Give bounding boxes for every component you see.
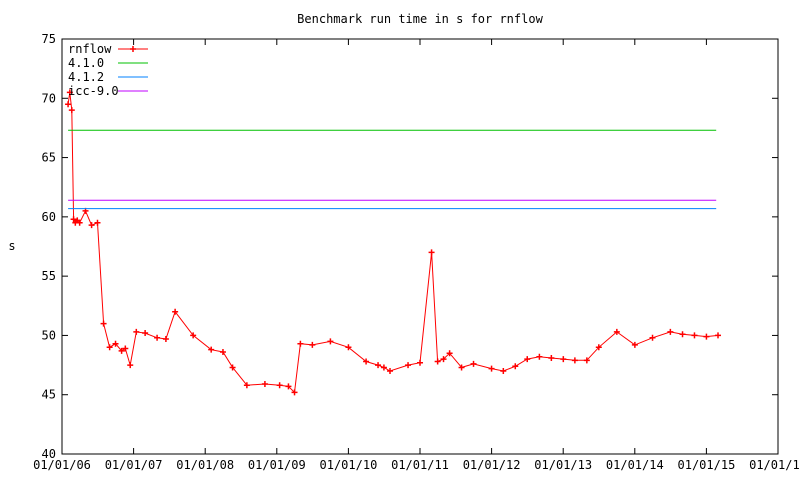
data-point xyxy=(440,356,447,363)
data-point xyxy=(88,222,95,229)
data-point xyxy=(631,341,638,348)
data-point xyxy=(470,360,477,367)
data-point xyxy=(65,101,72,108)
x-tick-label: 01/01/07 xyxy=(105,458,163,472)
x-tick-label: 01/01/11 xyxy=(391,458,449,472)
legend-label-rnflow: rnflow xyxy=(68,42,112,56)
data-point xyxy=(297,340,304,347)
data-point xyxy=(142,330,149,337)
plot-frame xyxy=(61,38,779,455)
x-tick-label: 01/01/14 xyxy=(606,458,664,472)
data-point xyxy=(524,356,531,363)
y-tick-label: 70 xyxy=(42,91,56,105)
data-point xyxy=(583,357,590,364)
y-tick-label: 40 xyxy=(42,447,56,461)
data-point xyxy=(66,89,73,96)
data-point xyxy=(100,320,107,327)
data-point xyxy=(285,383,292,390)
data-point xyxy=(261,381,268,388)
y-tick-label: 50 xyxy=(42,328,56,342)
data-point xyxy=(208,346,215,353)
data-point xyxy=(154,334,161,341)
legend-label-4.1.0: 4.1.0 xyxy=(68,56,104,70)
y-tick-label: 55 xyxy=(42,269,56,283)
x-axis: 01/01/06 01/01/07 01/01/08 01/01/09 01/01/10… xyxy=(33,39,800,472)
data-point xyxy=(68,107,75,114)
data-point xyxy=(703,333,710,340)
y-tick-label: 65 xyxy=(42,151,56,165)
legend-marker xyxy=(130,46,136,52)
data-point xyxy=(229,364,236,371)
series-layer xyxy=(65,89,722,396)
data-point xyxy=(112,340,119,347)
data-point xyxy=(560,356,567,363)
y-axis-label: s xyxy=(8,239,15,253)
data-point xyxy=(276,382,283,389)
data-point xyxy=(172,308,179,315)
x-tick-label: 01/01/13 xyxy=(534,458,592,472)
x-tick-label: 01/01/06 xyxy=(33,458,91,472)
data-point xyxy=(70,216,77,223)
data-point xyxy=(428,249,435,256)
data-point xyxy=(363,358,370,365)
data-point xyxy=(387,368,394,374)
data-point xyxy=(488,365,495,372)
x-tick-label: 01/01/16 xyxy=(749,458,800,472)
y-tick-label: 45 xyxy=(42,388,56,402)
x-tick-label: 01/01/12 xyxy=(463,458,521,472)
data-point xyxy=(679,331,686,338)
data-point xyxy=(500,368,507,374)
data-point xyxy=(291,389,298,396)
data-point xyxy=(536,353,543,360)
data-point xyxy=(380,364,387,371)
data-point xyxy=(133,328,140,335)
data-point xyxy=(162,335,169,342)
legend-label-icc-9.0: icc-9.0 xyxy=(68,84,119,98)
y-axis: 40 45 50 55 60 65 70 75 xyxy=(42,32,778,461)
data-point xyxy=(417,359,423,366)
data-point xyxy=(127,362,134,369)
data-point xyxy=(375,362,382,369)
x-tick-label: 01/01/09 xyxy=(248,458,306,472)
data-point xyxy=(327,338,334,345)
data-point xyxy=(446,350,453,357)
data-point xyxy=(190,332,197,339)
data-point xyxy=(571,357,578,364)
chart-title: Benchmark run time in s for rnflow xyxy=(297,12,543,26)
data-point xyxy=(715,332,722,339)
series-line-rnflow xyxy=(67,92,719,394)
y-tick-label: 60 xyxy=(42,210,56,224)
data-point xyxy=(94,219,101,226)
data-point xyxy=(613,328,620,335)
x-tick-label: 01/01/15 xyxy=(678,458,736,472)
x-tick-label: 01/01/08 xyxy=(176,458,234,472)
data-point xyxy=(649,334,656,341)
data-point xyxy=(405,362,412,369)
data-point xyxy=(118,347,125,354)
data-point xyxy=(667,328,674,335)
data-point xyxy=(512,363,519,370)
data-point xyxy=(345,344,352,351)
data-point xyxy=(309,341,316,348)
data-point xyxy=(122,345,129,352)
legend-label-4.1.2: 4.1.2 xyxy=(68,70,104,84)
data-point xyxy=(243,382,250,389)
data-point xyxy=(76,219,83,226)
data-point xyxy=(458,364,465,371)
x-tick-label: 01/01/10 xyxy=(320,458,378,472)
data-point xyxy=(106,344,113,351)
data-point xyxy=(691,332,698,339)
data-point xyxy=(219,349,226,356)
data-point xyxy=(434,358,441,365)
y-tick-label: 75 xyxy=(42,32,56,46)
data-point xyxy=(548,354,555,361)
data-point xyxy=(595,344,602,351)
